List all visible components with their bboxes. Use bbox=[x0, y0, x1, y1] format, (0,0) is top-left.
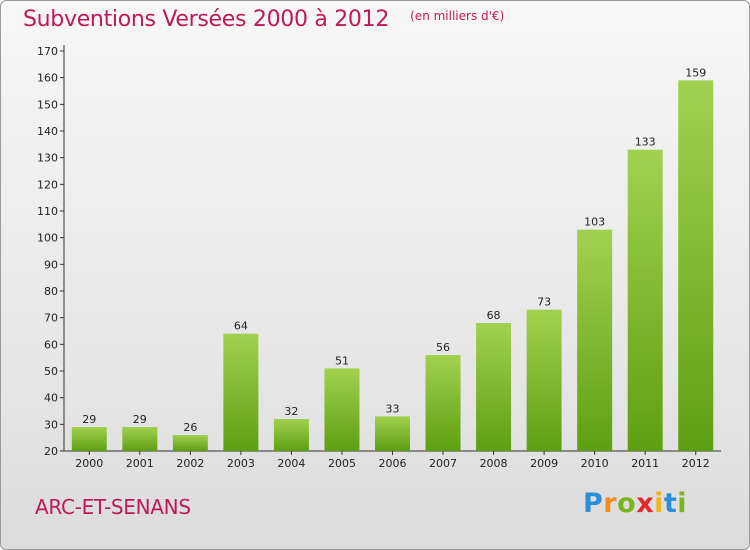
y-tick-label: 110 bbox=[37, 205, 58, 218]
y-tick-label: 90 bbox=[44, 258, 58, 271]
place-name: ARC-ET-SENANS bbox=[35, 495, 191, 519]
logo-letter: x bbox=[636, 488, 655, 519]
bar-2012 bbox=[678, 80, 714, 451]
y-tick-label: 20 bbox=[44, 445, 58, 458]
bar-2008 bbox=[476, 323, 512, 451]
x-tick-label-2005: 2005 bbox=[328, 457, 356, 470]
bar-2005 bbox=[324, 368, 360, 451]
data-label-2002: 26 bbox=[183, 421, 197, 434]
x-tick-label-2004: 2004 bbox=[277, 457, 305, 470]
proxiti-logo: Proxiti bbox=[583, 488, 687, 519]
y-tick-label: 150 bbox=[37, 98, 58, 111]
data-label-2010: 103 bbox=[584, 216, 605, 229]
bar-2009 bbox=[526, 309, 562, 451]
x-tick-label-2008: 2008 bbox=[480, 457, 508, 470]
title-block: Subventions Versées 2000 à 2012 (en mill… bbox=[23, 7, 504, 32]
y-tick-label: 40 bbox=[44, 392, 58, 405]
data-label-2009: 73 bbox=[537, 296, 551, 309]
y-tick-label: 170 bbox=[37, 45, 58, 58]
x-tick-label-2000: 2000 bbox=[75, 457, 103, 470]
y-tick-label: 70 bbox=[44, 312, 58, 325]
y-tick-label: 130 bbox=[37, 152, 58, 165]
y-tick-label: 100 bbox=[37, 232, 58, 245]
y-tick-label: 160 bbox=[37, 72, 58, 85]
data-label-2000: 29 bbox=[82, 413, 96, 426]
y-tick-label: 120 bbox=[37, 178, 58, 191]
y-tick-label: 30 bbox=[44, 418, 58, 431]
x-tick-label-2011: 2011 bbox=[631, 457, 659, 470]
y-tick-label: 60 bbox=[44, 338, 58, 351]
bars bbox=[71, 80, 714, 451]
bar-2007 bbox=[425, 355, 461, 451]
x-tick-label-2012: 2012 bbox=[682, 457, 710, 470]
y-tick-label: 140 bbox=[37, 125, 58, 138]
logo-letter: o bbox=[617, 488, 637, 519]
data-label-2001: 29 bbox=[133, 413, 147, 426]
chart-subtitle: (en milliers d'€) bbox=[410, 9, 505, 23]
x-tick-label-2007: 2007 bbox=[429, 457, 457, 470]
data-label-2011: 133 bbox=[635, 136, 656, 149]
chart-title: Subventions Versées 2000 à 2012 bbox=[23, 7, 390, 32]
x-tick-label-2006: 2006 bbox=[379, 457, 407, 470]
logo-letter: i bbox=[677, 488, 688, 519]
data-label-2004: 32 bbox=[284, 405, 298, 418]
x-tick-label-2010: 2010 bbox=[581, 457, 609, 470]
bar-2010 bbox=[577, 229, 613, 451]
x-tick-label-2003: 2003 bbox=[227, 457, 255, 470]
x-tick-label-2002: 2002 bbox=[176, 457, 204, 470]
data-label-2003: 64 bbox=[234, 320, 248, 333]
data-labels: 29 29 26 64 32 51 33 56 68 73 103 133 159 bbox=[82, 66, 706, 434]
axes bbox=[63, 45, 721, 452]
bar-2001 bbox=[122, 427, 158, 451]
x-tick-label-2009: 2009 bbox=[530, 457, 558, 470]
data-label-2005: 51 bbox=[335, 354, 349, 367]
bar-2003 bbox=[223, 333, 259, 451]
data-label-2012: 159 bbox=[685, 66, 706, 79]
data-label-2008: 68 bbox=[487, 309, 501, 322]
data-label-2007: 56 bbox=[436, 341, 450, 354]
bar-2011 bbox=[627, 149, 663, 451]
x-axis-ticks: 2000 2001 2002 2003 2004 2005 2006 2007 2008 2009… bbox=[75, 451, 710, 470]
logo-letter: t bbox=[663, 488, 678, 519]
bar-2004 bbox=[273, 419, 309, 451]
bar-2002 bbox=[172, 435, 208, 451]
logo-letter: i bbox=[654, 488, 664, 519]
y-axis-ticks: 20 30 40 50 60 70 80 90 100 110 120 130 140 150 160 170 bbox=[37, 45, 64, 458]
bar-2000 bbox=[71, 427, 107, 451]
logo-letter: P bbox=[583, 488, 604, 519]
bar-2006 bbox=[375, 416, 410, 451]
logo-letter: r bbox=[603, 488, 618, 519]
data-label-2006: 33 bbox=[386, 402, 400, 415]
x-tick-label-2001: 2001 bbox=[126, 457, 154, 470]
y-tick-label: 50 bbox=[44, 365, 58, 378]
y-tick-label: 80 bbox=[44, 285, 58, 298]
